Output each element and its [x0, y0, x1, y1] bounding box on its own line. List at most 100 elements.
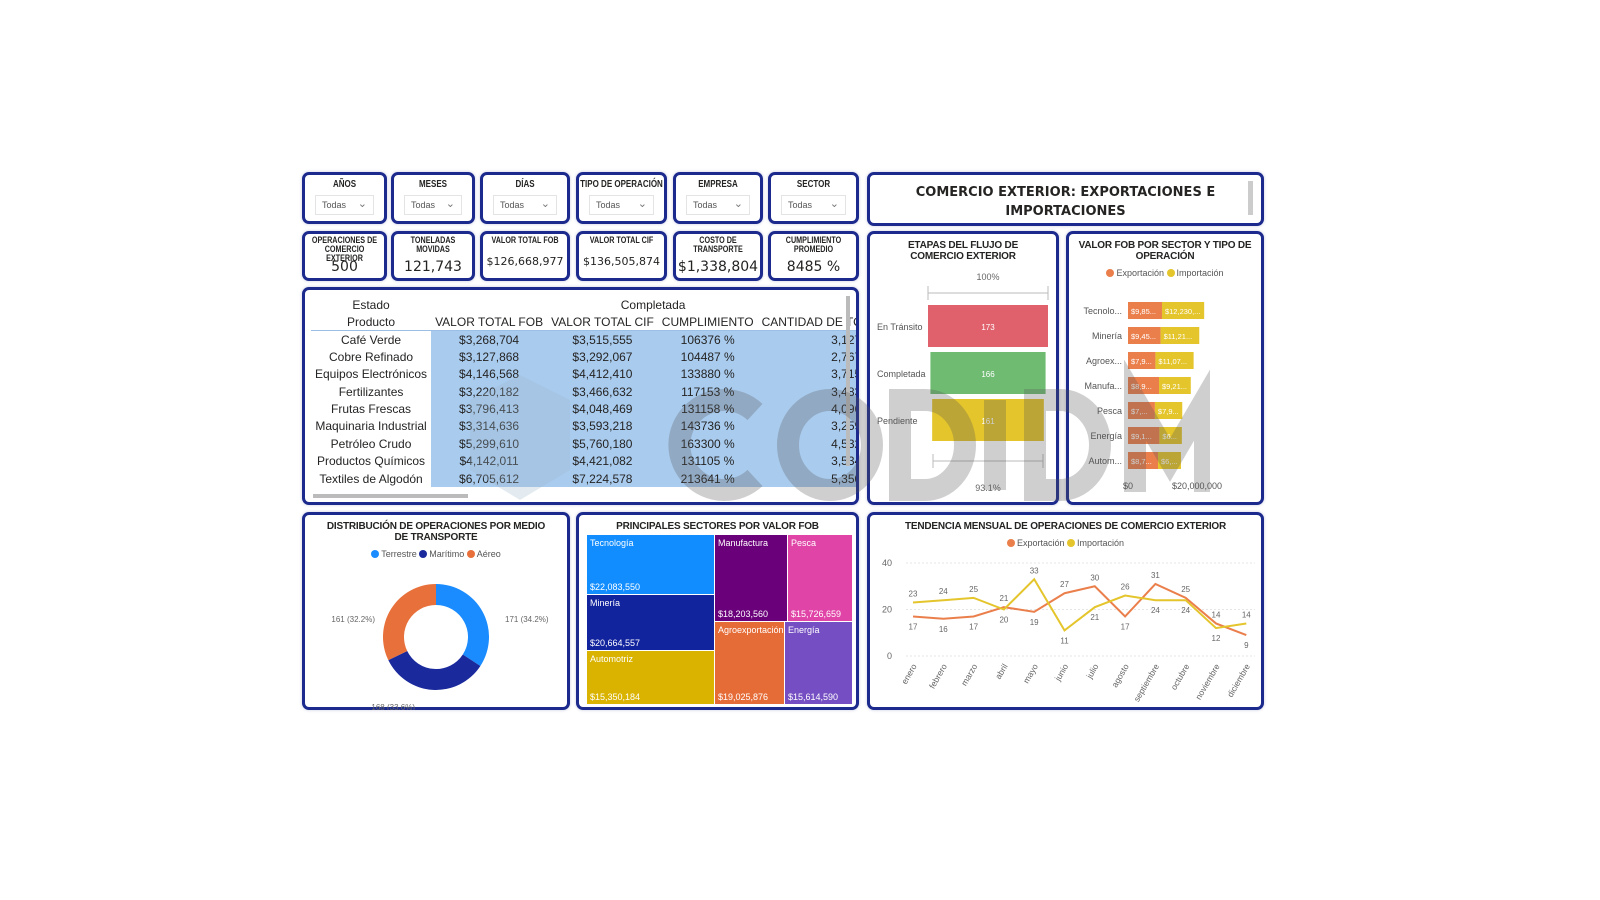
value-cell: $4,412,410 [547, 365, 658, 383]
row-header-estado[interactable]: Estado [352, 297, 390, 312]
table-row[interactable]: Maquinaria Industrial $3,314,636 $3,593,21… [311, 417, 856, 436]
table-row[interactable]: Fertilizantes $3,220,182 $3,466,632 117153 … [311, 382, 856, 401]
bar-importación [1159, 427, 1182, 444]
tile-value: $15,350,184 [590, 692, 641, 702]
legend-item[interactable]: Aéreo [466, 549, 501, 559]
value-cell: 3,259 [757, 417, 856, 436]
bar-category: Agroex... [1086, 356, 1122, 366]
tile-label: Automotriz [590, 654, 634, 664]
data-label: 30 [1090, 573, 1099, 582]
table-row[interactable]: Cobre Refinado $3,127,868 $3,292,067 104487… [311, 348, 856, 366]
bar-category: Tecnolo... [1083, 306, 1122, 316]
bar-label: $11,21... [1164, 332, 1193, 341]
legend-item[interactable]: Marítimo [419, 549, 464, 559]
chevron-down-icon: ⌄ [637, 198, 647, 210]
treemap-tile[interactable]: Automotriz $15,350,184 [587, 651, 714, 704]
tile-label: Agroexportación [718, 625, 784, 635]
col-header[interactable]: CUMPLIMIENTO [661, 314, 754, 329]
funnel-chart: 100% 173 En Tránsito 166 Completada 161 Pendie… [877, 272, 1049, 493]
slicer-5: SECTOR Todas ⌄ [768, 172, 859, 224]
tile-label: Energía [788, 625, 820, 635]
col-header[interactable]: VALOR TOTAL FOB [435, 314, 544, 329]
table-row[interactable]: Frutas Frescas $3,796,413 $4,048,469 131158… [311, 400, 856, 418]
x-tick: mayo [1021, 662, 1040, 685]
table-row[interactable]: Productos Químicos $4,142,011 $4,421,082 13… [311, 452, 856, 470]
legend: Exportación Importación [1069, 268, 1261, 278]
slicer-dropdown[interactable]: Todas ⌄ [686, 195, 750, 215]
value-cell: 133880 % [657, 365, 758, 383]
scrollbar[interactable] [1248, 181, 1253, 215]
data-label: 17 [969, 622, 978, 631]
bar-category: Minería [1092, 331, 1122, 341]
vertical-scrollbar[interactable] [846, 296, 850, 466]
kpi-card: VALOR TOTAL CIF $136,505,874 [576, 231, 667, 281]
value-cell: 5,350 [757, 469, 856, 488]
line-chart: 0 20 40 17 16 17 21 19 27 30 17 31 25 14 9 23 24 25 20 33 11… [882, 558, 1255, 703]
treemap-card: PRINCIPALES SECTORES POR VALOR FOB Tecno… [576, 512, 859, 710]
value-cell: 104487 % [657, 348, 758, 366]
value-cell: $4,142,011 [431, 452, 548, 470]
col-header[interactable]: CANTIDAD DE TON [761, 314, 856, 329]
bar-exportación [1128, 377, 1160, 394]
treemap-title: PRINCIPALES SECTORES POR VALOR FOB [616, 521, 819, 532]
data-label: 9 [1244, 641, 1249, 650]
table-row[interactable]: Petróleo Crudo $5,299,610 $5,760,180 163300… [311, 435, 856, 453]
value-cell: 163300 % [657, 435, 758, 453]
kpi-value: $1,338,804 [677, 259, 759, 275]
value-cell: $3,796,413 [431, 400, 548, 418]
slicer-value: Todas [788, 200, 813, 210]
treemap-tile[interactable]: Minería $20,664,557 [587, 595, 714, 650]
legend-item-exportacion[interactable]: Exportación [1106, 268, 1164, 278]
legend-item-importacion[interactable]: Importación [1166, 268, 1224, 278]
product-matrix: Estado Completada Producto VALOR TOTAL F… [302, 287, 859, 505]
value-cell: 4,096 [757, 400, 856, 418]
bar-category: Pesca [1097, 406, 1122, 416]
slicer-dropdown[interactable]: Todas ⌄ [315, 195, 374, 215]
data-label: 24 [939, 587, 948, 596]
funnel-category: Pendiente [877, 416, 918, 426]
slicer-dropdown[interactable]: Todas ⌄ [781, 195, 846, 215]
slicer-dropdown[interactable]: Todas ⌄ [493, 195, 557, 215]
funnel-bar-1 [930, 352, 1046, 394]
kpi-label: TONELADAS MOVIDAS [410, 235, 456, 254]
horizontal-scrollbar[interactable] [313, 494, 468, 498]
tile-label: Pesca [791, 538, 817, 548]
data-label: 21 [999, 594, 1008, 603]
legend-item-importacion[interactable]: Importación [1067, 538, 1124, 548]
value-cell: 106376 % [657, 330, 758, 349]
column-group-header[interactable]: Completada [620, 297, 686, 312]
table-row[interactable]: Equipos Electrónicos $4,146,568 $4,412,410… [311, 365, 856, 383]
slicer-dropdown[interactable]: Todas ⌄ [589, 195, 654, 215]
data-label: 20 [999, 616, 1008, 625]
treemap-tile[interactable]: Tecnología $22,083,550 [587, 535, 714, 594]
tile-value: $20,664,557 [590, 638, 641, 648]
treemap-tile[interactable]: Pesca $15,726,659 [788, 535, 852, 621]
funnel-top-label: 100% [976, 272, 999, 282]
treemap-tile[interactable]: Agroexportación $19,025,876 [715, 622, 784, 704]
table-row[interactable]: Textiles de Algodón $6,705,612 $7,224,578 2… [311, 469, 856, 488]
bar-category: Autom... [1088, 456, 1122, 466]
product-cell: Cobre Refinado [329, 349, 414, 364]
chevron-down-icon: ⌄ [540, 198, 550, 210]
dot-icon [1067, 539, 1075, 547]
funnel-title: ETAPAS DEL FLUJO DE COMERCIO EXTERIOR [907, 240, 1019, 262]
slicer-dropdown[interactable]: Todas ⌄ [404, 195, 462, 215]
treemap-tile[interactable]: Manufactura $18,203,560 [715, 535, 787, 621]
x-tick: octubre [1169, 662, 1192, 692]
row-header-producto[interactable]: Producto [347, 314, 396, 329]
legend-item-exportacion[interactable]: Exportación [1006, 538, 1064, 548]
bar-label: $7,... [1131, 407, 1148, 416]
dot-icon [1006, 539, 1015, 547]
legend-item[interactable]: Terrestre [371, 549, 417, 559]
bar-exportación [1128, 427, 1160, 444]
bar-importación [1154, 402, 1183, 419]
slice-label: 161 (32.2%) [331, 615, 375, 624]
dashboard-title-card: COMERCIO EXTERIOR: EXPORTACIONES E IMPOR… [867, 172, 1264, 226]
slicer-value: Todas [500, 200, 525, 210]
bar-label: $9,21... [1162, 382, 1187, 391]
col-header[interactable]: VALOR TOTAL CIF [551, 314, 654, 329]
treemap-tile[interactable]: Energía $15,614,590 [785, 622, 852, 704]
data-label: 16 [939, 625, 948, 634]
donut-slice-terrestre [436, 584, 489, 666]
